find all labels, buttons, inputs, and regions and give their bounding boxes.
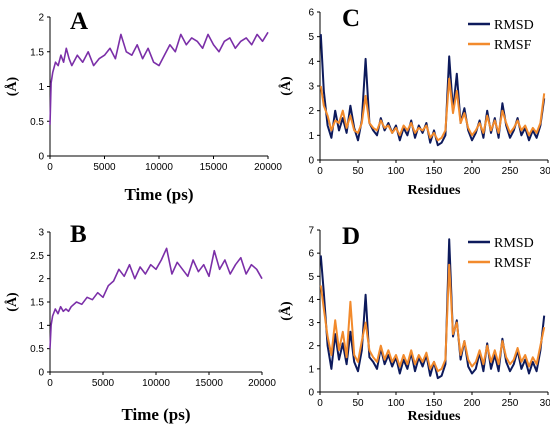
legend-label-rmsf: RMSF — [494, 256, 532, 271]
y-tick-label: 2.5 — [30, 251, 44, 262]
y-tick-label: 2 — [308, 341, 314, 352]
series-line-rmsf — [319, 77, 546, 142]
x-axis-label: Time (ps) — [121, 405, 190, 424]
y-tick-label: 4 — [308, 295, 314, 306]
x-tick-label: 10000 — [142, 378, 170, 389]
y-tick-label: 1 — [38, 82, 44, 93]
panel-a: 0 0.5 1 1.5 2 0 5000 10000 15000 20000 Time (ps) (Å… — [4, 8, 282, 204]
x-tick-label: 100 — [388, 398, 405, 409]
y-tick-label: 1.5 — [30, 298, 44, 309]
y-tick-label: 6 — [308, 8, 314, 19]
panel-letter: D — [342, 223, 360, 250]
x-tick-label: 250 — [502, 166, 519, 177]
x-tick-label: 150 — [426, 398, 443, 409]
x-tick-label: 100 — [388, 166, 405, 177]
x-axis-label: Residues — [408, 409, 461, 424]
y-tick-label: 6 — [308, 249, 314, 260]
x-tick-label: 300 — [540, 398, 550, 409]
x-tick-label: 200 — [464, 166, 481, 177]
y-tick-label: 5 — [308, 272, 314, 283]
legend-label-rmsd: RMSD — [494, 18, 534, 33]
y-tick-label: 0 — [38, 368, 44, 379]
y-tick-label: 3 — [38, 228, 44, 239]
panel-letter: A — [70, 8, 88, 35]
panel-c: 0 1 2 3 4 5 6 0 50 100 150 200 250 300 Residues (Å) C RMS… — [278, 5, 550, 198]
x-tick-label: 50 — [352, 166, 364, 177]
x-tick-label: 20000 — [254, 162, 282, 173]
panel-letter: C — [342, 5, 360, 32]
x-tick-label: 250 — [502, 398, 519, 409]
y-tick-label: 0 — [308, 156, 314, 167]
y-tick-label: 2 — [38, 13, 44, 24]
x-tick-label: 0 — [317, 166, 323, 177]
x-tick-label: 50 — [352, 398, 364, 409]
x-tick-label: 20000 — [248, 378, 276, 389]
x-tick-label: 150 — [426, 166, 443, 177]
panel-b: 0 0.5 1 1.5 2 2.5 3 0 5000 10000 15000 20000 Time (p… — [4, 221, 276, 424]
x-tick-label: 0 — [47, 378, 53, 389]
series-line-main — [49, 31, 269, 125]
y-tick-label: 1 — [308, 364, 314, 375]
legend-label-rmsd: RMSD — [494, 236, 534, 251]
y-tick-label: 1 — [308, 131, 314, 142]
legend-label-rmsf: RMSF — [494, 38, 532, 53]
y-tick-label: 1 — [38, 321, 44, 332]
x-tick-label: 5000 — [93, 162, 116, 173]
x-axis-label: Time (ps) — [124, 185, 193, 204]
series-line-rmsd — [319, 238, 546, 380]
x-tick-label: 0 — [47, 162, 53, 173]
x-tick-label: 15000 — [200, 162, 228, 173]
y-axis-label: (Å) — [278, 76, 294, 96]
x-tick-label: 15000 — [195, 378, 223, 389]
x-tick-label: 10000 — [145, 162, 173, 173]
series-line-rmsf — [319, 263, 546, 373]
y-tick-label: 4 — [308, 57, 314, 68]
y-tick-label: 3 — [308, 318, 314, 329]
x-tick-label: 5000 — [92, 378, 115, 389]
y-tick-label: 2 — [38, 274, 44, 285]
x-tick-label: 300 — [540, 166, 550, 177]
y-axis-label: (Å) — [278, 301, 294, 321]
x-tick-label: 200 — [464, 398, 481, 409]
y-tick-label: 0.5 — [30, 344, 44, 355]
y-tick-label: 2 — [308, 106, 314, 117]
panel-d: 0 1 2 3 4 5 6 7 0 50 100 150 200 250 300 Residues (Å) D RM… — [278, 223, 550, 424]
x-tick-label: 0 — [317, 398, 323, 409]
y-tick-label: 0 — [38, 152, 44, 163]
y-tick-label: 7 — [308, 226, 314, 237]
y-tick-label: 5 — [308, 32, 314, 43]
y-tick-label: 0.5 — [30, 117, 44, 128]
series-line-main — [49, 247, 263, 349]
y-tick-label: 0 — [308, 388, 314, 399]
panel-letter: B — [70, 221, 87, 248]
x-axis-label: Residues — [408, 183, 461, 198]
y-axis-label: (Å) — [4, 76, 20, 96]
y-tick-label: 3 — [308, 82, 314, 93]
y-tick-label: 1.5 — [30, 47, 44, 58]
y-axis-label: (Å) — [4, 292, 20, 312]
